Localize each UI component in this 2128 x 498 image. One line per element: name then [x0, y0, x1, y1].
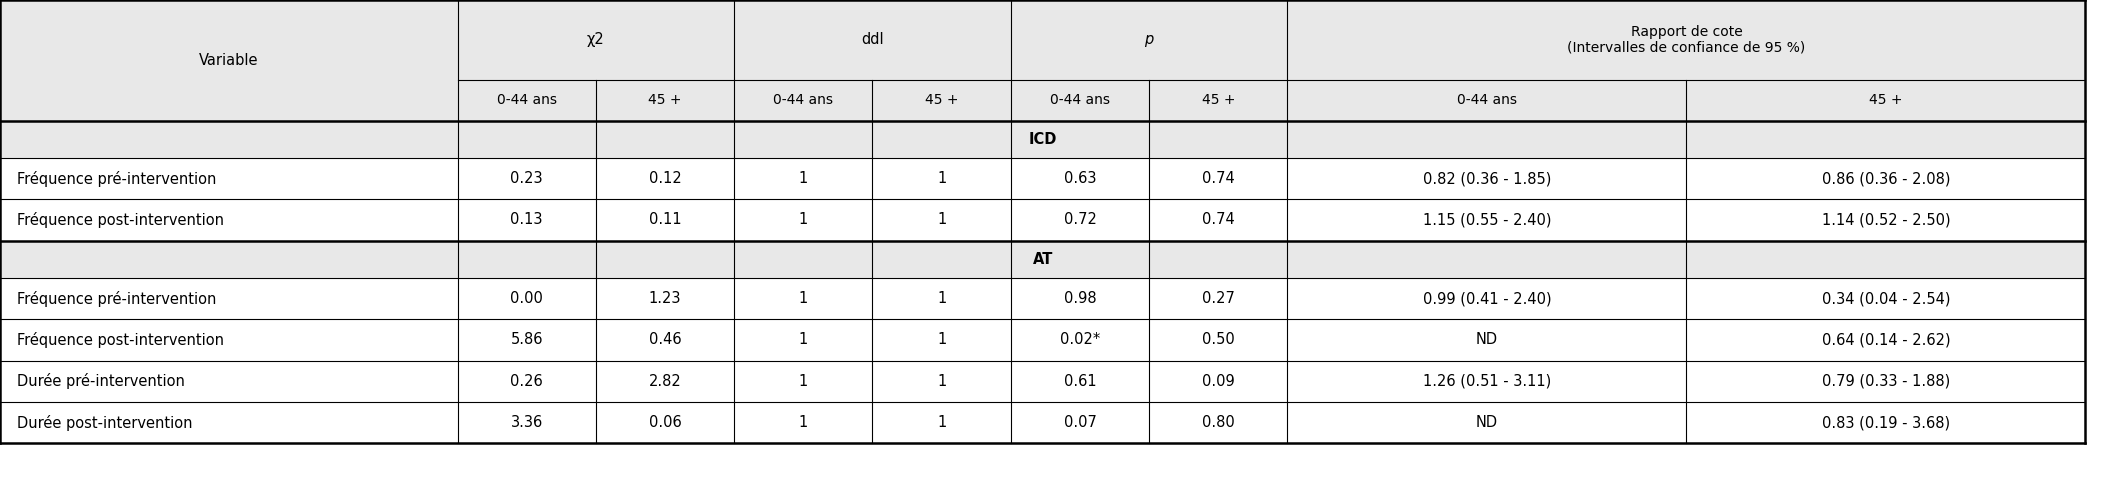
Text: 0.80: 0.80: [1202, 415, 1234, 430]
Polygon shape: [0, 158, 2085, 199]
Text: AT: AT: [1032, 251, 1053, 267]
Text: 0.61: 0.61: [1064, 374, 1096, 389]
Text: 0.86 (0.36 - 2.08): 0.86 (0.36 - 2.08): [1822, 171, 1949, 186]
Text: 1: 1: [936, 332, 947, 348]
Polygon shape: [0, 402, 2085, 443]
Text: 0.74: 0.74: [1202, 212, 1234, 228]
Polygon shape: [0, 319, 2085, 361]
Text: 5.86: 5.86: [511, 332, 543, 348]
Text: 1: 1: [798, 415, 809, 430]
Text: 0.83 (0.19 - 3.68): 0.83 (0.19 - 3.68): [1822, 415, 1949, 430]
Text: 1: 1: [936, 291, 947, 306]
Text: 0.23: 0.23: [511, 171, 543, 186]
Text: Rapport de cote
(Intervalles de confiance de 95 %): Rapport de cote (Intervalles de confianc…: [1568, 25, 1805, 55]
Text: 45 +: 45 +: [1202, 93, 1234, 107]
Text: 0.99 (0.41 - 2.40): 0.99 (0.41 - 2.40): [1424, 291, 1551, 306]
Text: Variable: Variable: [200, 53, 257, 68]
Text: 0-44 ans: 0-44 ans: [1049, 93, 1111, 107]
Text: 1: 1: [798, 291, 809, 306]
Text: ICD: ICD: [1028, 131, 1058, 147]
Text: 0.07: 0.07: [1064, 415, 1096, 430]
Text: 1.15 (0.55 - 2.40): 1.15 (0.55 - 2.40): [1424, 212, 1551, 228]
Text: 0.34 (0.04 - 2.54): 0.34 (0.04 - 2.54): [1822, 291, 1949, 306]
Text: 0.98: 0.98: [1064, 291, 1096, 306]
Text: 0.00: 0.00: [511, 291, 543, 306]
Text: 1: 1: [798, 374, 809, 389]
Text: 0.72: 0.72: [1064, 212, 1096, 228]
Text: 1: 1: [798, 212, 809, 228]
Text: 45 +: 45 +: [926, 93, 958, 107]
Text: 2.82: 2.82: [649, 374, 681, 389]
Text: ND: ND: [1477, 415, 1498, 430]
Polygon shape: [0, 241, 2085, 278]
Text: 0.06: 0.06: [649, 415, 681, 430]
Text: 0.74: 0.74: [1202, 171, 1234, 186]
Text: 45 +: 45 +: [1868, 93, 1902, 107]
Text: 0.13: 0.13: [511, 212, 543, 228]
Text: 1.26 (0.51 - 3.11): 1.26 (0.51 - 3.11): [1424, 374, 1551, 389]
Text: 1.23: 1.23: [649, 291, 681, 306]
Text: 0-44 ans: 0-44 ans: [496, 93, 558, 107]
Text: p: p: [1145, 32, 1153, 47]
Text: Durée pré-intervention: Durée pré-intervention: [17, 373, 185, 389]
Text: 0.64 (0.14 - 2.62): 0.64 (0.14 - 2.62): [1822, 332, 1949, 348]
Text: 0.27: 0.27: [1202, 291, 1234, 306]
Text: Fréquence post-intervention: Fréquence post-intervention: [17, 332, 223, 348]
Polygon shape: [0, 121, 2085, 158]
Text: 0-44 ans: 0-44 ans: [1458, 93, 1517, 107]
Text: 0.79 (0.33 - 1.88): 0.79 (0.33 - 1.88): [1822, 374, 1949, 389]
Text: 0.46: 0.46: [649, 332, 681, 348]
Text: 0.82 (0.36 - 1.85): 0.82 (0.36 - 1.85): [1424, 171, 1551, 186]
Text: 1: 1: [936, 171, 947, 186]
Text: Fréquence pré-intervention: Fréquence pré-intervention: [17, 290, 217, 307]
Text: 1: 1: [798, 171, 809, 186]
Text: 0.11: 0.11: [649, 212, 681, 228]
Text: 1: 1: [936, 415, 947, 430]
Text: 0-44 ans: 0-44 ans: [772, 93, 834, 107]
Polygon shape: [0, 199, 2085, 241]
Text: Durée post-intervention: Durée post-intervention: [17, 414, 192, 431]
Text: ND: ND: [1477, 332, 1498, 348]
Polygon shape: [0, 0, 2085, 80]
Text: 3.36: 3.36: [511, 415, 543, 430]
Polygon shape: [0, 361, 2085, 402]
Text: Fréquence pré-intervention: Fréquence pré-intervention: [17, 170, 217, 187]
Text: 0.63: 0.63: [1064, 171, 1096, 186]
Text: 0.02*: 0.02*: [1060, 332, 1100, 348]
Text: ddl: ddl: [862, 32, 883, 47]
Text: 1.14 (0.52 - 2.50): 1.14 (0.52 - 2.50): [1822, 212, 1949, 228]
Text: χ2: χ2: [587, 32, 604, 47]
Text: 1: 1: [936, 212, 947, 228]
Text: 0.09: 0.09: [1202, 374, 1234, 389]
Text: 1: 1: [798, 332, 809, 348]
Text: 45 +: 45 +: [649, 93, 681, 107]
Text: Fréquence post-intervention: Fréquence post-intervention: [17, 212, 223, 228]
Text: 1: 1: [936, 374, 947, 389]
Polygon shape: [0, 80, 2085, 121]
Text: 0.50: 0.50: [1202, 332, 1234, 348]
Text: 0.12: 0.12: [649, 171, 681, 186]
Text: 0.26: 0.26: [511, 374, 543, 389]
Polygon shape: [0, 278, 2085, 319]
